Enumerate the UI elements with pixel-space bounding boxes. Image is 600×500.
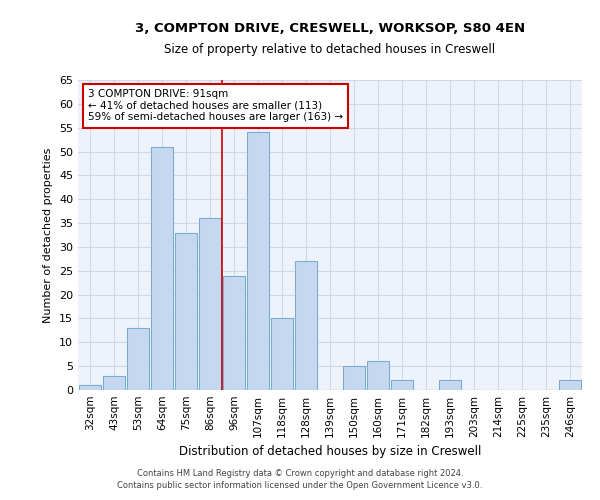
Bar bbox=[175, 232, 197, 390]
Bar bbox=[391, 380, 413, 390]
Bar bbox=[247, 132, 269, 390]
Text: Size of property relative to detached houses in Creswell: Size of property relative to detached ho… bbox=[164, 42, 496, 56]
Text: 3, COMPTON DRIVE, CRESWELL, WORKSOP, S80 4EN: 3, COMPTON DRIVE, CRESWELL, WORKSOP, S80… bbox=[135, 22, 525, 36]
X-axis label: Distribution of detached houses by size in Creswell: Distribution of detached houses by size … bbox=[179, 446, 481, 458]
Text: 3 COMPTON DRIVE: 91sqm
← 41% of detached houses are smaller (113)
59% of semi-de: 3 COMPTON DRIVE: 91sqm ← 41% of detached… bbox=[88, 90, 343, 122]
Bar bbox=[343, 366, 365, 390]
Bar bbox=[199, 218, 221, 390]
Bar bbox=[559, 380, 581, 390]
Text: Contains HM Land Registry data © Crown copyright and database right 2024.: Contains HM Land Registry data © Crown c… bbox=[137, 468, 463, 477]
Bar bbox=[295, 261, 317, 390]
Bar bbox=[79, 385, 101, 390]
Bar bbox=[151, 147, 173, 390]
Bar bbox=[127, 328, 149, 390]
Bar bbox=[367, 362, 389, 390]
Bar bbox=[439, 380, 461, 390]
Bar bbox=[223, 276, 245, 390]
Bar bbox=[271, 318, 293, 390]
Text: Contains public sector information licensed under the Open Government Licence v3: Contains public sector information licen… bbox=[118, 481, 482, 490]
Y-axis label: Number of detached properties: Number of detached properties bbox=[43, 148, 53, 322]
Bar bbox=[103, 376, 125, 390]
